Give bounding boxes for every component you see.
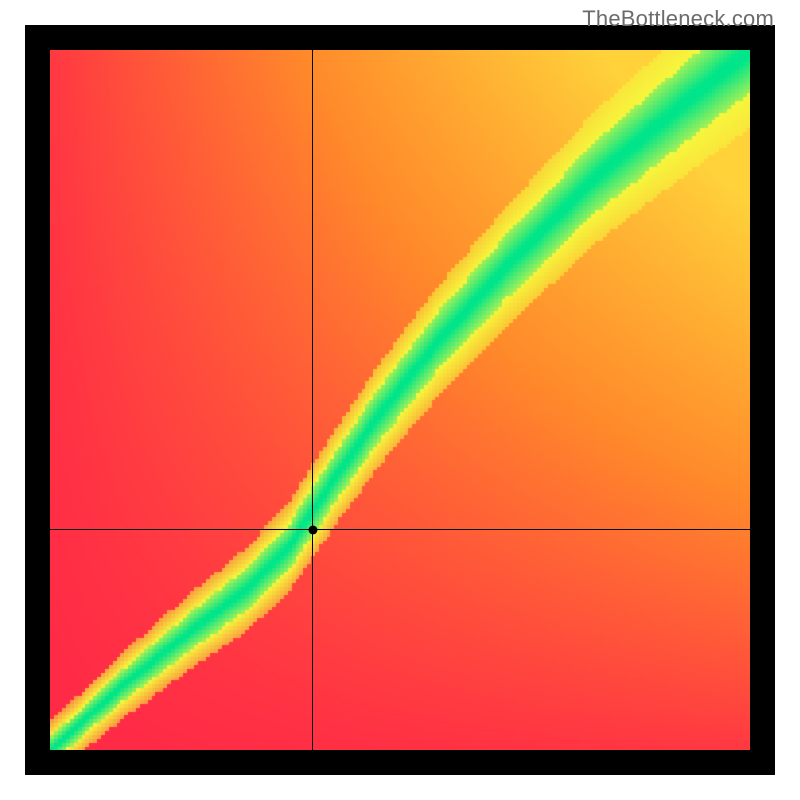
heatmap-canvas <box>50 50 750 750</box>
watermark-text: TheBottleneck.com <box>582 6 774 32</box>
crosshair-marker <box>308 525 317 534</box>
crosshair-horizontal <box>50 529 750 530</box>
crosshair-vertical <box>312 50 313 750</box>
plot-area <box>50 50 750 750</box>
chart-container: TheBottleneck.com <box>0 0 800 800</box>
